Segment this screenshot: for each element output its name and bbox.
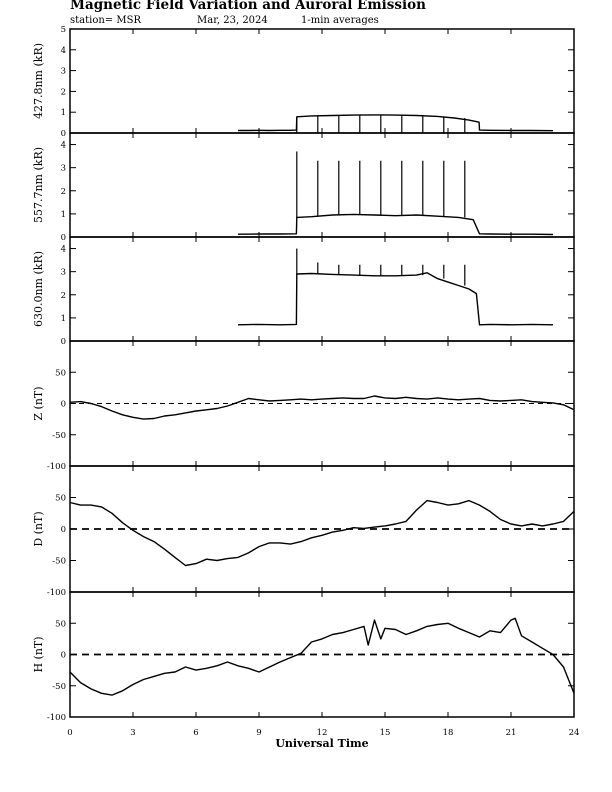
panel-2: 0 1 2 3 4 557.7nm (kR)	[32, 132, 575, 243]
y-tick-label: 1	[61, 210, 66, 220]
y-axis-label: 427.8nm (kR)	[32, 43, 45, 119]
y-tick-label: 3	[61, 164, 66, 174]
y-tick-label: 4	[61, 46, 66, 56]
x-tick-label: 18	[443, 728, 454, 738]
panel-4: -100 -50 0 50 Z (nT)	[32, 340, 575, 472]
y-tick-label: 4	[61, 245, 66, 255]
panel-1: 0 1 2 3 4 5 427.8nm (kR)	[32, 25, 575, 139]
y-tick-label: 0	[61, 337, 66, 347]
y-tick-label: -50	[52, 682, 66, 692]
panel-5: -100 -50 0 50 D (nT)	[32, 465, 575, 598]
y-tick-label: 3	[61, 67, 66, 77]
panels: 0 1 2 3 4 5 427.8nm (kR) 0 1 2 3 4 557.7nm (kR) 0 1 2 3 4…	[32, 25, 575, 723]
y-tick-label: 50	[55, 619, 66, 629]
x-axis-label: Universal Time	[275, 737, 368, 750]
y-tick-label: -50	[52, 431, 66, 441]
y-axis-label: 557.7nm (kR)	[32, 147, 45, 223]
y-tick-label: 3	[61, 268, 66, 278]
panel-frame	[69, 132, 575, 238]
averaging-label: 1-min averages	[301, 15, 379, 26]
chart-title: Magnetic Field Variation and Auroral Emi…	[70, 0, 426, 13]
x-tick-label: 15	[380, 728, 391, 738]
y-tick-label: 2	[61, 291, 66, 301]
y-tick-label: 50	[55, 368, 66, 378]
panel-6: -100 -50 0 50 H (nT)	[32, 591, 575, 723]
y-tick-label: 1	[61, 108, 66, 118]
panel-3: 0 1 2 3 4 630.0nm (kR)	[32, 236, 575, 347]
panel-frame	[69, 28, 575, 134]
x-tick-label: 3	[130, 728, 135, 738]
y-tick-label: 4	[61, 141, 66, 151]
y-tick-label: 1	[61, 314, 66, 324]
y-tick-label: -50	[52, 557, 66, 567]
y-tick-label: 5	[61, 25, 66, 35]
series-line-1	[237, 213, 554, 236]
series-line-1	[69, 395, 575, 420]
y-tick-label: 2	[61, 187, 66, 197]
y-tick-label: 0	[61, 233, 66, 243]
y-tick-label: -100	[47, 462, 66, 472]
x-tick-label: 24	[569, 728, 580, 738]
y-axis-label: D (nT)	[32, 511, 45, 546]
x-tick-label: 21	[506, 728, 517, 738]
x-axis: 0 3 6 9 12 15 18 21 24	[67, 728, 579, 738]
y-tick-label: 0	[61, 525, 66, 535]
series-line-1	[69, 499, 575, 567]
panel-frame	[69, 236, 575, 342]
series-line-1	[237, 272, 554, 326]
y-tick-label: 0	[61, 400, 66, 410]
series-line-1	[69, 617, 575, 696]
y-tick-label: 50	[55, 494, 66, 504]
y-tick-label: 2	[61, 87, 66, 97]
y-tick-label: -100	[47, 588, 66, 598]
y-tick-label: -100	[47, 713, 66, 723]
y-tick-label: 0	[61, 129, 66, 139]
date-label: Mar, 23, 2024	[197, 15, 268, 26]
x-tick-label: 9	[256, 728, 261, 738]
series-line-1	[238, 114, 554, 132]
x-tick-label: 12	[317, 728, 328, 738]
y-tick-label: 0	[61, 651, 66, 661]
y-axis-label: H (nT)	[32, 636, 45, 672]
x-tick-label: 6	[193, 728, 198, 738]
y-axis-label: Z (nT)	[32, 386, 45, 420]
y-axis-label: 630.0nm (kR)	[32, 251, 45, 327]
station-label: station= MSR	[70, 15, 141, 26]
x-tick-label: 0	[67, 728, 72, 738]
